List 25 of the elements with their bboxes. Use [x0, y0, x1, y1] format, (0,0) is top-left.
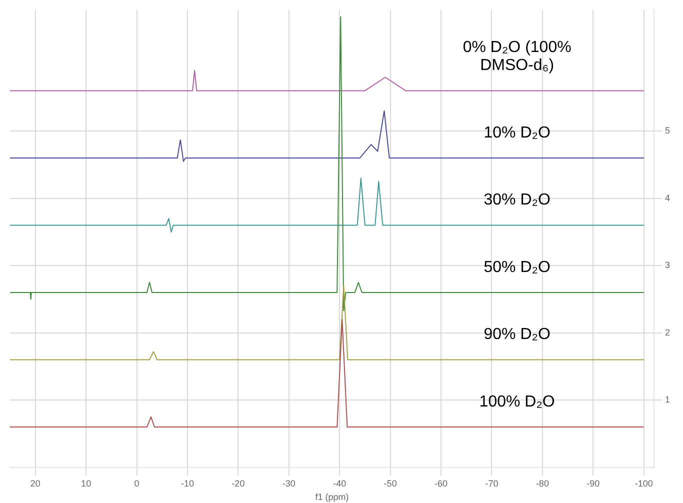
x-tick-label: 10: [81, 478, 92, 488]
x-tick-label: -20: [232, 478, 245, 488]
y-tick-label: 4: [664, 192, 670, 203]
series-label: 0% D₂O (100% DMSO-d₆): [462, 39, 572, 74]
x-tick-label: 0: [134, 478, 140, 488]
x-tick-label: -100: [634, 478, 653, 488]
y-tick-label: 1: [664, 394, 670, 405]
x-tick-label: -10: [180, 478, 194, 488]
x-tick-label: -50: [384, 478, 397, 488]
y-tick-label: 5: [664, 126, 670, 136]
y-tick-label: 2: [664, 327, 670, 338]
x-tick-label: -30: [282, 478, 296, 488]
series-label: 100% D₂O: [479, 393, 555, 410]
series-label: 30% D₂O: [484, 192, 550, 209]
x-tick-label: -40: [333, 478, 346, 488]
x-axis-title: f1 (ppm): [315, 492, 349, 502]
y-tick-label: 3: [664, 260, 670, 270]
x-tick-label: 20: [30, 478, 40, 488]
series-label: 10% D₂O: [484, 124, 550, 142]
x-tick-label: -70: [485, 478, 498, 488]
x-tick-label: -80: [536, 478, 549, 488]
series-label: 50% D₂O: [484, 258, 550, 276]
series-label: 90% D₂O: [484, 326, 550, 344]
x-tick-label: -90: [586, 478, 600, 488]
x-tick-label: -60: [434, 478, 448, 488]
